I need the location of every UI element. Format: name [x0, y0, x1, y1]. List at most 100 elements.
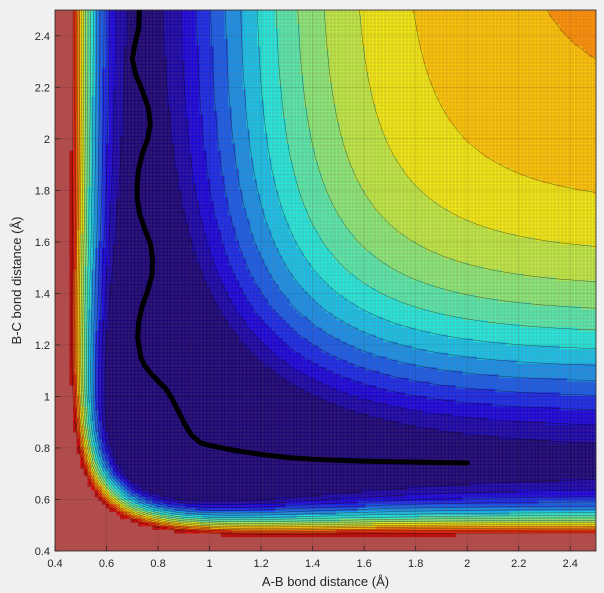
contour-cell [199, 154, 204, 159]
contour-cell [127, 118, 132, 123]
contour-cell [98, 370, 103, 375]
contour-cell [87, 273, 92, 278]
contour-cell [184, 13, 190, 18]
contour-cell [83, 388, 89, 393]
contour-cell [130, 168, 135, 173]
contour-cell [127, 294, 132, 300]
contour-cell [159, 233, 164, 238]
contour-cell [137, 381, 143, 386]
contour-cell [87, 338, 92, 343]
contour-cell [116, 211, 121, 217]
contour-cell [159, 240, 164, 246]
contour-cell [188, 334, 193, 339]
contour-cell [83, 385, 89, 390]
contour-cell [119, 421, 125, 426]
contour-cell [155, 442, 161, 448]
contour-cell [87, 457, 92, 462]
contour-cell [91, 157, 96, 163]
contour-cell [116, 110, 121, 116]
contour-cell [116, 399, 121, 404]
contour-cell [91, 424, 96, 429]
contour-cell [76, 38, 81, 44]
contour-cell [101, 395, 107, 401]
contour-cell [163, 150, 168, 155]
contour-cell [98, 334, 103, 339]
contour-cell [181, 305, 186, 310]
contour-cell [134, 244, 139, 249]
contour-cell [181, 230, 186, 235]
contour-cell [159, 262, 164, 267]
contour-cell [188, 500, 193, 505]
contour-cell [105, 110, 110, 116]
contour-cell [123, 53, 128, 58]
contour-cell [184, 323, 190, 328]
contour-cell [116, 233, 121, 238]
contour-cell [116, 107, 121, 112]
contour-cell [184, 56, 190, 62]
contour-cell [83, 179, 89, 184]
contour-cell [152, 352, 157, 357]
contour-cell [141, 403, 146, 408]
contour-cell [127, 136, 132, 141]
contour-cell [87, 280, 92, 285]
contour-cell [177, 74, 182, 80]
contour-cell [148, 486, 153, 491]
contour-cell [141, 114, 146, 119]
contour-cell [123, 302, 128, 307]
contour-cell [174, 413, 179, 419]
contour-cell [159, 514, 164, 520]
contour-cell [109, 42, 114, 47]
contour-cell [159, 60, 164, 65]
contour-cell [76, 161, 81, 166]
contour-cell [73, 190, 78, 195]
contour-cell [80, 266, 85, 271]
contour-cell [105, 165, 110, 170]
contour-cell [98, 201, 103, 206]
contour-cell [137, 367, 143, 372]
contour-cell [130, 172, 135, 177]
contour-cell [170, 327, 175, 332]
contour-cell [145, 493, 150, 498]
contour-cell [123, 49, 128, 54]
contour-cell [188, 464, 193, 469]
contour-cell [80, 42, 85, 47]
contour-cell [73, 42, 78, 47]
contour-cell [98, 107, 103, 112]
contour-cell [76, 320, 81, 325]
contour-cell [195, 35, 200, 40]
contour-cell [141, 132, 146, 137]
contour-cell [199, 60, 204, 65]
contour-cell [76, 240, 81, 246]
contour-cell [177, 377, 182, 383]
contour-cell [174, 31, 179, 36]
contour-cell [91, 125, 96, 130]
contour-cell [166, 100, 172, 105]
contour-cell [137, 129, 143, 134]
contour-cell [101, 230, 107, 235]
contour-cell [94, 406, 99, 411]
contour-cell [184, 486, 190, 491]
contour-cell [181, 132, 186, 137]
contour-cell [159, 154, 164, 159]
contour-cell [98, 478, 103, 484]
contour-cell [105, 56, 110, 62]
contour-cell [195, 179, 200, 184]
contour-cell [188, 460, 193, 466]
contour-cell [188, 518, 193, 523]
contour-cell [83, 230, 89, 235]
contour-cell [130, 89, 135, 94]
contour-cell [159, 431, 164, 437]
contour-cell [152, 435, 157, 440]
contour-cell [116, 38, 121, 44]
contour-cell [80, 323, 85, 328]
contour-cell [87, 482, 92, 487]
contour-cell [73, 107, 78, 112]
contour-cell [181, 215, 186, 220]
contour-cell [101, 327, 107, 332]
contour-cell [170, 204, 175, 209]
contour-cell [177, 370, 182, 375]
contour-cell [94, 136, 99, 141]
contour-cell [119, 305, 125, 310]
contour-cell [166, 262, 172, 267]
contour-cell [152, 139, 157, 145]
